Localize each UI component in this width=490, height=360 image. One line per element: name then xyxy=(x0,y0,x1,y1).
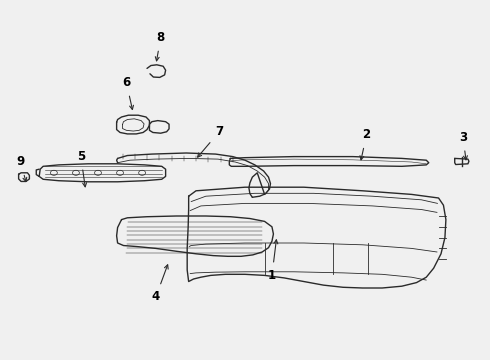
Text: 1: 1 xyxy=(268,240,278,282)
Text: 9: 9 xyxy=(17,156,27,181)
Text: 4: 4 xyxy=(152,265,168,303)
Polygon shape xyxy=(149,121,169,133)
Text: 8: 8 xyxy=(155,31,165,61)
Text: 6: 6 xyxy=(122,76,133,109)
Polygon shape xyxy=(117,115,149,134)
Polygon shape xyxy=(19,173,29,181)
Polygon shape xyxy=(117,216,273,256)
Polygon shape xyxy=(229,157,429,166)
Polygon shape xyxy=(455,158,469,165)
Text: 7: 7 xyxy=(197,125,223,157)
Polygon shape xyxy=(147,65,166,77)
Polygon shape xyxy=(39,164,166,182)
Text: 3: 3 xyxy=(459,131,467,160)
Text: 5: 5 xyxy=(77,150,87,187)
Polygon shape xyxy=(187,187,446,288)
Text: 2: 2 xyxy=(360,129,370,160)
